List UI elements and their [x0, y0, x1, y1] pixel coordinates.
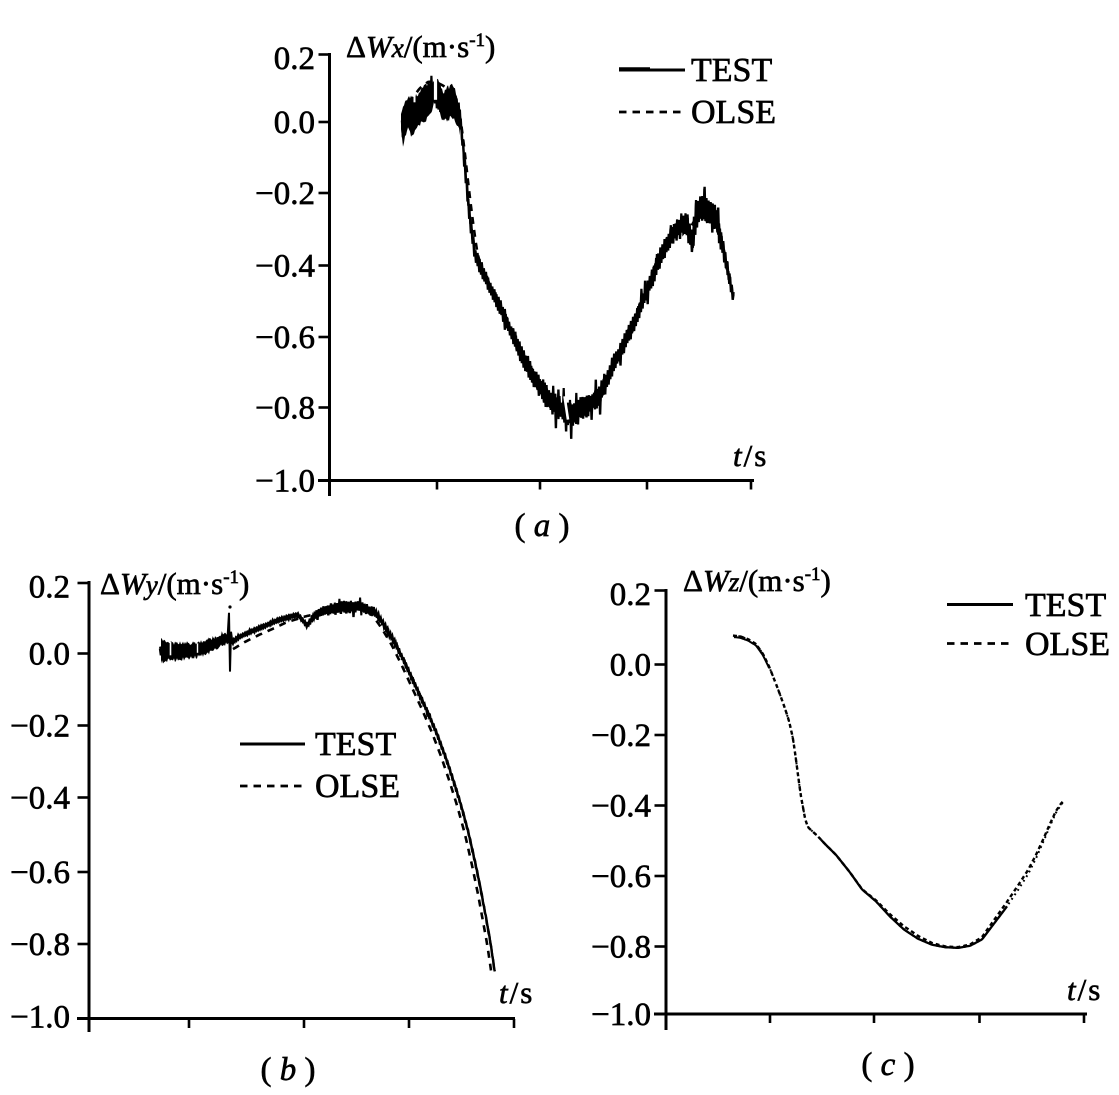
- svg-text:0.0: 0.0: [610, 648, 651, 684]
- svg-text:0.2: 0.2: [274, 41, 315, 77]
- svg-text:TEST: TEST: [691, 52, 772, 89]
- svg-text:ΔWx/(m·s-1): ΔWx/(m·s-1): [346, 29, 495, 64]
- svg-text:−0.4: −0.4: [255, 249, 315, 285]
- svg-text:−0.8: −0.8: [255, 391, 315, 427]
- svg-text:( c ): ( c ): [861, 1047, 914, 1083]
- svg-text:OLSE: OLSE: [691, 94, 776, 131]
- svg-text:−0.6: −0.6: [591, 859, 651, 895]
- svg-text:0.2: 0.2: [610, 577, 651, 613]
- svg-text:−0.2: −0.2: [255, 176, 315, 212]
- svg-text:0.2: 0.2: [29, 570, 70, 606]
- svg-text:0.0: 0.0: [274, 105, 315, 141]
- svg-text:−0.8: −0.8: [10, 927, 70, 963]
- svg-text:−1.0: −1.0: [255, 464, 315, 500]
- svg-text:t/s: t/s: [733, 438, 768, 473]
- svg-text:t/s: t/s: [499, 975, 534, 1010]
- svg-text:t/s: t/s: [1067, 972, 1102, 1007]
- svg-text:−1.0: −1.0: [591, 997, 651, 1033]
- svg-text:−0.6: −0.6: [10, 855, 70, 891]
- svg-text:( a ): ( a ): [515, 508, 570, 544]
- svg-text:OLSE: OLSE: [1025, 626, 1110, 663]
- svg-text:−0.6: −0.6: [255, 320, 315, 356]
- svg-text:−0.4: −0.4: [591, 789, 651, 825]
- svg-text:TEST: TEST: [315, 726, 396, 763]
- svg-text:0.0: 0.0: [29, 637, 70, 673]
- svg-text:ΔWz/(m·s-1): ΔWz/(m·s-1): [683, 563, 831, 598]
- svg-text:−0.4: −0.4: [10, 781, 70, 817]
- svg-text:−0.2: −0.2: [591, 718, 651, 754]
- svg-text:−0.2: −0.2: [10, 709, 70, 745]
- svg-text:−1.0: −1.0: [10, 1000, 70, 1036]
- svg-text:−0.8: −0.8: [591, 930, 651, 966]
- svg-text:OLSE: OLSE: [315, 768, 400, 805]
- svg-text:( b ): ( b ): [261, 1052, 316, 1088]
- svg-text:TEST: TEST: [1025, 587, 1106, 624]
